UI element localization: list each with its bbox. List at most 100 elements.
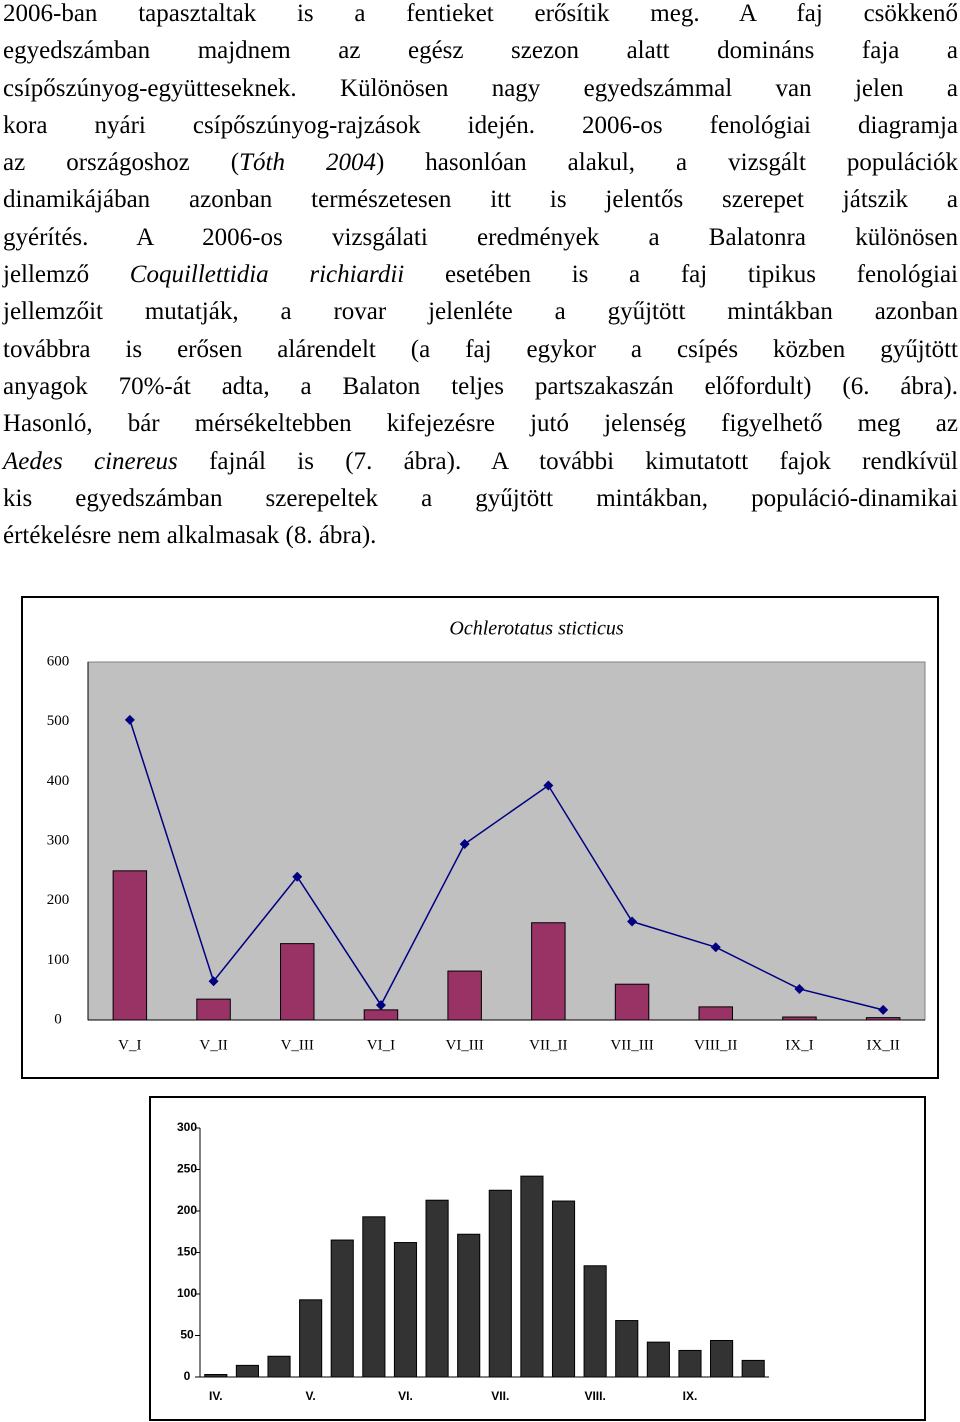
- text: anyagok 70%-át adta, a Balaton teljes pa…: [3, 372, 958, 400]
- marker: [878, 1004, 889, 1015]
- species-name: Coquillettidia richiardii: [129, 261, 405, 289]
- text-line: 2006-ban tapasztaltak is a fentieket erő…: [3, 0, 958, 32]
- marker: [543, 780, 554, 791]
- bar: [678, 1349, 702, 1378]
- bar: [865, 1017, 901, 1021]
- marker: [124, 714, 135, 725]
- bar: [531, 922, 566, 1021]
- text: dinamikájában azonban természetesen itt …: [3, 186, 958, 214]
- bar: [615, 1320, 639, 1378]
- text: esetében is a faj tipikus fenológiai: [404, 261, 958, 289]
- y-tick-label: 400: [47, 773, 70, 789]
- x-tick-label: V_I: [118, 1037, 141, 1053]
- y-tick-label: 600: [47, 653, 70, 669]
- text-line: kora nyári csípőszúnyog-rajzások idején.…: [3, 107, 958, 144]
- marker: [794, 983, 805, 994]
- bar: [204, 1374, 228, 1378]
- text-line: gyérítés. A 2006-os vizsgálati eredménye…: [3, 219, 958, 256]
- bar: [583, 1265, 607, 1378]
- x-tick-label: IV.: [209, 1389, 223, 1403]
- bar: [447, 970, 482, 1021]
- text: ) hasonlóan alakul, a vizsgált populáció…: [375, 149, 958, 177]
- text-line: jellemző Coquillettidia richiardii eseté…: [3, 256, 958, 293]
- y-tick-label: 0: [184, 1369, 191, 1383]
- x-tick-label: VIII_II: [694, 1037, 737, 1053]
- bar: [488, 1189, 512, 1378]
- bar: [330, 1239, 354, 1378]
- text: gyérítés. A 2006-os vizsgálati eredménye…: [3, 223, 958, 251]
- bar: [646, 1341, 670, 1378]
- bar: [457, 1233, 481, 1378]
- line: [129, 719, 884, 1011]
- x-tick-label: IX_II: [866, 1037, 899, 1053]
- marker: [292, 871, 303, 882]
- x-tick-label: V_II: [199, 1037, 227, 1053]
- text-line: értékelésre nem alkalmasak (8. ábra).: [3, 517, 958, 554]
- text-line: dinamikájában azonban természetesen itt …: [3, 181, 958, 218]
- plot-area: [200, 1128, 769, 1377]
- x-tick-label: VI_III: [445, 1037, 483, 1053]
- y-tick-label: 150: [177, 1245, 197, 1259]
- x-tick-label: VI.: [398, 1389, 413, 1403]
- text-line: Hasonló, bár mérsékeltebben kifejezésre …: [3, 405, 958, 442]
- bar: [280, 943, 315, 1021]
- x-tick-label: VIII.: [584, 1389, 605, 1403]
- text-line: csípőszúnyog-együtteseknek. Különösen na…: [3, 70, 958, 107]
- paragraph: 2006-ban tapasztaltak is a fentieket erő…: [3, 0, 958, 554]
- text-line: az országoshoz (Tóth 2004) hasonlóan ala…: [3, 144, 958, 181]
- text-line: egyedszámban majdnem az egész szezon ala…: [3, 32, 958, 69]
- text: értékelésre nem alkalmasak (8. ábra).: [3, 522, 377, 550]
- y-tick-label: 0: [54, 1011, 62, 1027]
- plot-area: [87, 661, 926, 1021]
- text: csípőszúnyog-együtteseknek. Különösen na…: [3, 74, 958, 102]
- bar: [698, 1006, 733, 1021]
- bar: [393, 1242, 418, 1378]
- y-tick-label: 300: [47, 832, 70, 848]
- x-tick-label: VI_I: [367, 1037, 395, 1053]
- text: az országoshoz (: [3, 149, 240, 177]
- marker: [627, 916, 638, 927]
- marker: [710, 942, 721, 953]
- bar: [520, 1175, 544, 1378]
- text: jellemző: [3, 261, 130, 289]
- y-tick-label: 200: [47, 892, 70, 908]
- x-tick-label: IX_I: [785, 1037, 813, 1053]
- text-line: kis egyedszámban szerepeltek a gyűjtött …: [3, 480, 958, 517]
- x-tick-label: V_III: [281, 1037, 314, 1053]
- species-name: Aedes cinereus: [3, 447, 178, 475]
- text: egyedszámban majdnem az egész szezon ala…: [3, 37, 958, 65]
- text: 2006-ban tapasztaltak is a fentieket erő…: [3, 0, 958, 27]
- bar: [614, 983, 650, 1021]
- bar: [551, 1200, 576, 1378]
- y-tick-label: 500: [47, 713, 70, 729]
- bar: [782, 1016, 817, 1021]
- x-tick-label: IX.: [683, 1389, 698, 1403]
- chart-title: Ochlerotatus sticticus: [449, 618, 623, 640]
- bar: [196, 998, 231, 1021]
- bar: [235, 1364, 259, 1378]
- marker: [375, 1000, 386, 1011]
- y-tick-label: 200: [177, 1203, 197, 1217]
- bar: [425, 1199, 449, 1378]
- text: Hasonló, bár mérsékeltebben kifejezésre …: [3, 410, 958, 438]
- x-tick-label: V.: [306, 1389, 316, 1403]
- bar: [362, 1216, 386, 1378]
- text: jellemzőit mutatják, a rovar jelenléte a…: [3, 298, 958, 326]
- text: továbbra is erősen alárendelt (a faj egy…: [3, 335, 958, 363]
- bar: [363, 1009, 399, 1021]
- text: fajnál is (7. ábra). A további kimutatot…: [177, 447, 958, 475]
- y-tick-label: 100: [47, 952, 70, 968]
- bar: [710, 1339, 734, 1378]
- bar: [299, 1299, 323, 1378]
- y-tick-label: 50: [180, 1328, 194, 1342]
- marker: [208, 976, 219, 987]
- y-tick-label: 250: [177, 1162, 197, 1176]
- y-tick-label: 100: [177, 1286, 197, 1300]
- text-line: jellemzőit mutatják, a rovar jelenléte a…: [3, 293, 958, 330]
- x-tick-label: VII_II: [529, 1037, 567, 1053]
- text: kora nyári csípőszúnyog-rajzások idején.…: [3, 111, 958, 139]
- text-line: Aedes cinereus fajnál is (7. ábra). A to…: [3, 443, 958, 480]
- x-tick-label: VII_III: [610, 1037, 653, 1053]
